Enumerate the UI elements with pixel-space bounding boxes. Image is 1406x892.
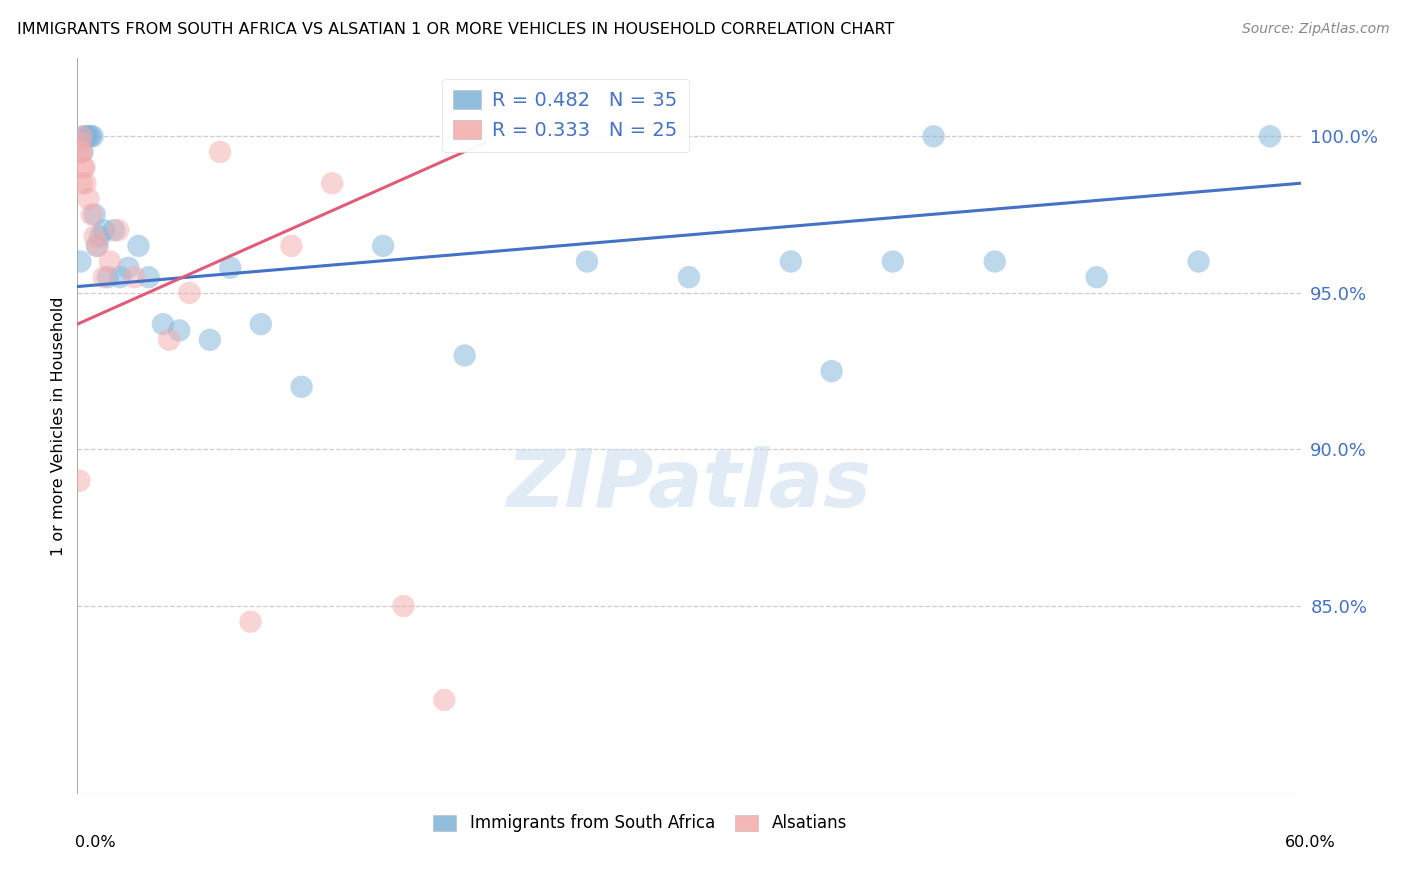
Point: [179, 285, 201, 300]
Point: [77, 192, 100, 206]
Point: [576, 254, 599, 268]
Legend: Immigrants from South Africa, Alsatians: Immigrants from South Africa, Alsatians: [425, 806, 855, 841]
Point: [103, 223, 125, 237]
Point: [321, 176, 343, 190]
Text: Source: ZipAtlas.com: Source: ZipAtlas.com: [1241, 22, 1389, 37]
Point: [75, 176, 97, 190]
Point: [1187, 254, 1209, 268]
Point: [83, 208, 105, 222]
Point: [76, 129, 98, 144]
Y-axis label: 1 or more Vehicles in Household: 1 or more Vehicles in Household: [51, 296, 66, 556]
Point: [69, 254, 91, 268]
Point: [780, 254, 803, 268]
Point: [69, 145, 91, 159]
Point: [97, 270, 120, 285]
Point: [72, 145, 94, 159]
Point: [157, 333, 180, 347]
Point: [290, 380, 312, 394]
Point: [250, 317, 273, 331]
Point: [80, 208, 103, 222]
Point: [239, 615, 262, 629]
Point: [152, 317, 174, 331]
Point: [73, 161, 96, 175]
Point: [77, 129, 100, 144]
Point: [433, 693, 456, 707]
Point: [371, 239, 394, 253]
Point: [117, 260, 139, 275]
Point: [89, 229, 111, 244]
Point: [124, 270, 146, 285]
Point: [86, 239, 108, 253]
Point: [198, 333, 221, 347]
Point: [984, 254, 1007, 268]
Point: [453, 349, 475, 363]
Point: [208, 145, 231, 159]
Point: [169, 323, 191, 337]
Point: [82, 129, 104, 144]
Point: [70, 176, 93, 190]
Point: [73, 129, 96, 144]
Point: [70, 129, 93, 144]
Point: [882, 254, 904, 268]
Point: [219, 260, 242, 275]
Point: [280, 239, 302, 253]
Point: [72, 145, 94, 159]
Text: 0.0%: 0.0%: [76, 836, 115, 850]
Point: [93, 223, 115, 237]
Text: 60.0%: 60.0%: [1285, 836, 1336, 850]
Point: [72, 161, 94, 175]
Point: [1258, 129, 1281, 144]
Text: ZIPatlas: ZIPatlas: [506, 446, 872, 524]
Point: [98, 254, 121, 268]
Point: [87, 239, 110, 253]
Point: [127, 239, 149, 253]
Point: [922, 129, 945, 144]
Point: [67, 474, 90, 488]
Point: [79, 129, 101, 144]
Point: [678, 270, 700, 285]
Point: [108, 270, 131, 285]
Point: [83, 229, 105, 244]
Point: [107, 223, 129, 237]
Point: [392, 599, 415, 613]
Point: [69, 136, 91, 150]
Point: [138, 270, 160, 285]
Point: [821, 364, 844, 378]
Text: IMMIGRANTS FROM SOUTH AFRICA VS ALSATIAN 1 OR MORE VEHICLES IN HOUSEHOLD CORRELA: IMMIGRANTS FROM SOUTH AFRICA VS ALSATIAN…: [17, 22, 894, 37]
Point: [1085, 270, 1108, 285]
Point: [93, 270, 115, 285]
